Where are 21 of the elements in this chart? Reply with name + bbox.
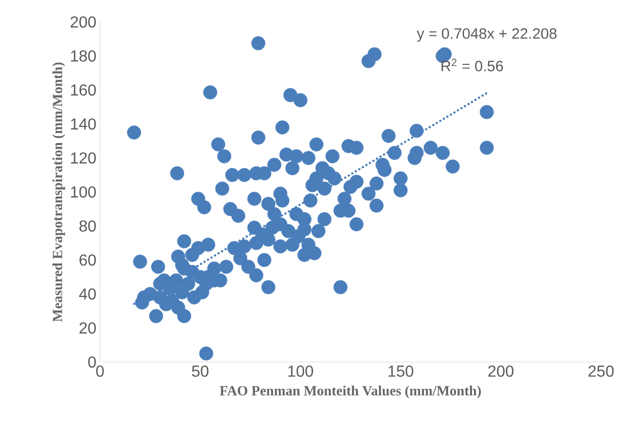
x-tick-label: 250 xyxy=(588,366,614,377)
x-tick-label: 100 xyxy=(288,366,314,377)
y-tick-label: 180 xyxy=(71,50,96,62)
x-axis-title: FAO Penman Monteith Values (mm/Month) xyxy=(220,386,481,398)
y-tick-label: 120 xyxy=(71,152,96,164)
y-tick-label: 200 xyxy=(70,16,96,28)
y-tick-label: 20 xyxy=(80,322,96,334)
y-tick-label: 160 xyxy=(71,84,96,96)
y-tick-label: 40 xyxy=(79,288,96,300)
y-axis-title: Measured Evapotranspiration (mm/Month) xyxy=(52,62,66,322)
y-tick-label: 140 xyxy=(71,118,96,130)
y-tick-label: 100 xyxy=(71,186,96,198)
x-tick-label: 0 xyxy=(96,366,104,377)
x-tick-label: 200 xyxy=(488,366,514,377)
x-tick-label: 150 xyxy=(388,366,414,377)
y-tick-label: 80 xyxy=(79,220,96,232)
x-tick-label: 50 xyxy=(192,366,208,377)
annotation: R$^{2}$ = 0.56 xyxy=(442,58,503,72)
y-tick-label: 0 xyxy=(88,356,96,368)
annotation: y = 0.7048x + 22.208 xyxy=(416,28,557,42)
y-tick-label: 60 xyxy=(80,254,96,266)
